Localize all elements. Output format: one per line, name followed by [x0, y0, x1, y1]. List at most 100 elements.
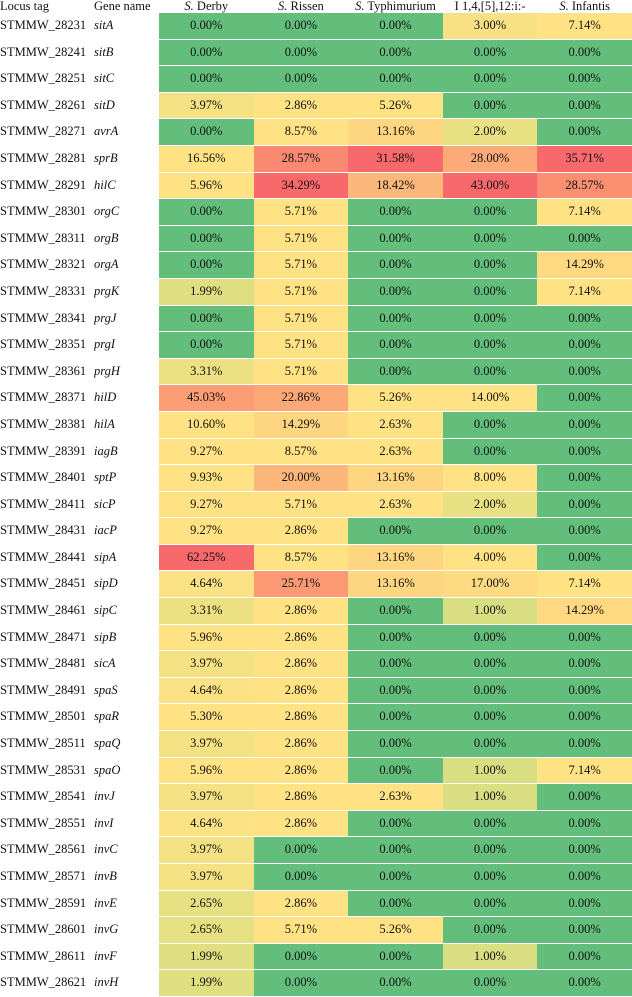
heatmap-cell: 1.99%: [159, 969, 254, 997]
heatmap-cell: 28.00%: [442, 145, 538, 173]
gene-name-cell: spaR: [94, 709, 119, 724]
column-header-italic: S.: [559, 0, 569, 13]
locus-tag-cell: STMMW_28381: [0, 416, 87, 431]
heatmap-cell: 8.57%: [253, 544, 349, 572]
gene-name-cell: spaS: [94, 682, 118, 697]
heatmap-cell: 7.14%: [537, 570, 632, 599]
gene-name-cell: invH: [94, 975, 119, 990]
heatmap-cell: 0.00%: [537, 118, 632, 146]
heatmap-cell: 3.97%: [159, 650, 254, 678]
heatmap-cell: 5.71%: [253, 358, 349, 386]
locus-tag-cell: STMMW_28621: [0, 975, 87, 990]
table-row: STMMW_28501 spaR 5.30% 2.86% 0.00% 0.00% 0.00%: [0, 703, 632, 732]
heatmap-cell: 5.71%: [253, 331, 349, 359]
heatmap-cell: 1.99%: [159, 943, 254, 971]
column-header-italic: S.: [277, 0, 288, 13]
locus-tag-cell: STMMW_28341: [0, 310, 87, 325]
table-row: STMMW_28551 invI 4.64% 2.86% 0.00% 0.00% 0.00%: [0, 810, 632, 838]
table-row: STMMW_28281 sprB 16.56% 28.57% 31.58% 28.00% 3…: [0, 145, 632, 173]
heatmap-cell: 0.00%: [348, 943, 443, 971]
gene-name-cell: iacP: [94, 523, 117, 538]
locus-tag-cell: STMMW_28561: [0, 842, 87, 857]
gene-name-cell: hilA: [94, 416, 115, 431]
locus-tag-cell: STMMW_28331: [0, 283, 87, 298]
gene-name-cell: orgC: [94, 204, 120, 219]
heatmap-cell: 0.00%: [253, 943, 349, 971]
heatmap-cell: 28.57%: [253, 145, 349, 173]
heatmap-cell: 7.14%: [537, 278, 632, 306]
heatmap-cell: 0.00%: [537, 92, 632, 120]
heatmap-cell: 3.97%: [159, 863, 254, 891]
gene-name-cell: prgJ: [94, 310, 117, 325]
locus-tag-cell: STMMW_28551: [0, 815, 87, 830]
heatmap-cell: 3.31%: [159, 358, 254, 386]
heatmap-cell: 14.00%: [442, 384, 538, 412]
heatmap-cell: 0.00%: [348, 677, 443, 705]
table-row: STMMW_28541 invJ 3.97% 2.86% 2.63% 1.00% 0.00%: [0, 783, 632, 811]
heatmap-cell: 0.00%: [442, 703, 538, 732]
gene-name-cell: invG: [94, 922, 119, 937]
gene-name-cell: invF: [94, 948, 117, 963]
heatmap-cell: 2.86%: [253, 517, 349, 545]
heatmap-cell: 5.26%: [348, 916, 443, 944]
heatmap-cell: 0.00%: [159, 225, 254, 253]
heatmap-cell: 0.00%: [348, 863, 443, 891]
heatmap-cell: 0.00%: [348, 836, 443, 864]
heatmap-cell: 7.14%: [537, 757, 632, 785]
heatmap-cell: 2.63%: [348, 783, 443, 811]
column-header-italic: S.: [355, 0, 365, 13]
heatmap-cell: 0.00%: [537, 783, 632, 811]
heatmap-cell: 3.97%: [159, 92, 254, 120]
locus-tag-cell: STMMW_28571: [0, 869, 87, 883]
heatmap-cell: 43.00%: [442, 172, 538, 200]
gene-name-cell: sitD: [94, 97, 115, 112]
heatmap-cell: 0.00%: [159, 13, 254, 40]
gene-name-cell: sipB: [94, 629, 117, 644]
gene-name-cell: hilC: [94, 177, 116, 192]
heatmap-cell: 0.00%: [159, 65, 254, 93]
locus-tag-cell: STMMW_28351: [0, 337, 87, 352]
heatmap-cell: 0.00%: [348, 810, 443, 838]
heatmap-cell: 35.71%: [537, 145, 632, 173]
gene-name-cell: invC: [94, 842, 118, 857]
heatmap-cell: 0.00%: [537, 916, 632, 944]
heatmap-cell: 0.00%: [348, 597, 443, 625]
gene-name-cell: spaO: [94, 762, 121, 777]
heatmap-cell: 0.00%: [348, 225, 443, 253]
heatmap-cell: 0.00%: [537, 836, 632, 864]
heatmap-cell: 7.14%: [537, 13, 632, 40]
heatmap-cell: 0.00%: [253, 836, 349, 864]
table-row: STMMW_28371 hilD 45.03% 22.86% 5.26% 14.00% 0.…: [0, 384, 632, 412]
heatmap-cell: 0.00%: [537, 517, 632, 545]
heatmap-cell: 0.00%: [537, 703, 632, 732]
locus-tag-cell: STMMW_28281: [0, 150, 87, 165]
gene-name-cell: sipD: [94, 576, 118, 591]
locus-tag-cell: STMMW_28611: [0, 948, 86, 963]
heatmap-cell: 0.00%: [159, 39, 254, 67]
table-row: STMMW_28611 invF 1.99% 0.00% 0.00% 1.00% 0.00%: [0, 943, 632, 971]
heatmap-cell: 13.16%: [348, 118, 443, 146]
table-row: STMMW_28341 prgJ 0.00% 5.71% 0.00% 0.00% 0.00%: [0, 305, 632, 333]
heatmap-cell: 1.00%: [442, 757, 538, 785]
heatmap-cell: 2.86%: [253, 757, 349, 785]
heatmap-cell: 3.97%: [159, 730, 254, 758]
heatmap-cell: 2.63%: [348, 438, 443, 466]
column-header-text: Derby: [193, 0, 229, 13]
heatmap-cell: 0.00%: [537, 331, 632, 359]
heatmap-cell: 2.86%: [253, 677, 349, 705]
table-row: STMMW_28271 avrA 0.00% 8.57% 13.16% 2.00% 0.00…: [0, 118, 632, 146]
locus-tag-cell: STMMW_28371: [0, 390, 87, 405]
heatmap-cell: 18.42%: [348, 172, 443, 200]
heatmap-cell: 0.00%: [253, 39, 349, 67]
heatmap-cell: 2.86%: [253, 703, 349, 732]
column-header-text: Gene name: [94, 0, 151, 13]
heatmap-cell: 0.00%: [348, 358, 443, 386]
heatmap-cell: 2.86%: [253, 597, 349, 625]
gene-name-cell: orgB: [94, 230, 119, 245]
heatmap-cell: 22.86%: [253, 384, 349, 412]
heatmap-cell: 0.00%: [537, 411, 632, 439]
heatmap-cell: 3.97%: [159, 783, 254, 811]
table-row: STMMW_28411 sicP 9.27% 5.71% 2.63% 2.00% 0.00%: [0, 491, 632, 519]
heatmap-cell: 25.71%: [253, 570, 349, 599]
gene-name-cell: invJ: [94, 789, 115, 804]
